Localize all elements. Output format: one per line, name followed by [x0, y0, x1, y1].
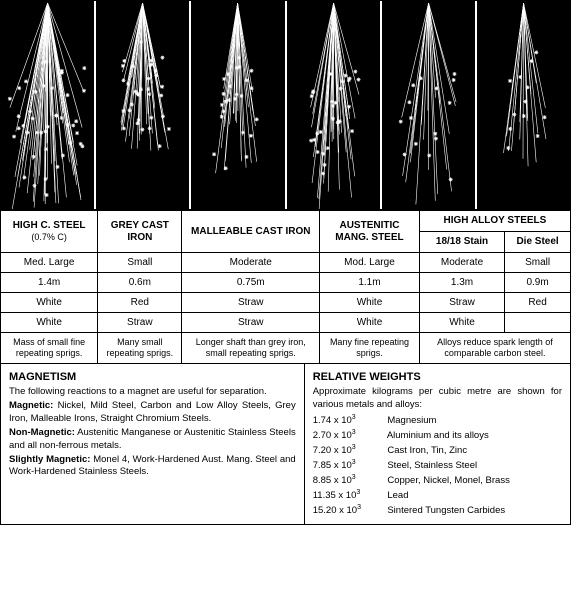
col-header: GREY CAST IRON: [98, 211, 182, 253]
table-cell-desc: Alloys reduce spark length of comparable…: [419, 333, 570, 364]
table-cell: White: [320, 313, 420, 333]
spark-patterns-row: [0, 0, 571, 210]
table-row: WhiteRedStrawWhiteStrawRed: [1, 293, 571, 313]
spark-data-table: HIGH C. STEEL(0.7% C)GREY CAST IRONMALLE…: [0, 210, 571, 364]
spark-pattern-0: [1, 1, 96, 209]
relative-weight-item: 1.74 x 103 Magnesium: [313, 413, 562, 428]
table-cell: Red: [98, 293, 182, 313]
table-cell: 0.6m: [98, 273, 182, 293]
table-cell: 0.75m: [182, 273, 320, 293]
table-cell: White: [320, 293, 420, 313]
magnetism-intro: The following reactions to a magnet are …: [9, 386, 296, 399]
magnetism-item: Slightly Magnetic: Monel 4, Work-Hardene…: [9, 454, 296, 480]
table-row: WhiteStrawStrawWhiteWhite: [1, 313, 571, 333]
table-cell: Red: [505, 293, 571, 313]
table-cell-desc: Longer shaft than grey iron, small repea…: [182, 333, 320, 364]
table-row-desc: Mass of small fine repeating sprigs.Many…: [1, 333, 571, 364]
magnetism-panel: MAGNETISM The following reactions to a m…: [1, 364, 305, 524]
table-cell-desc: Many fine repeating sprigs.: [320, 333, 420, 364]
table-cell-desc: Mass of small fine repeating sprigs.: [1, 333, 98, 364]
table-cell: Mod. Large: [320, 253, 420, 273]
relative-weight-item: 7.20 x 103 Cast Iron, Tin, Zinc: [313, 443, 562, 458]
table-row: Med. LargeSmallModerateMod. LargeModerat…: [1, 253, 571, 273]
table-cell-desc: Many small repeating sprigs.: [98, 333, 182, 364]
table-cell: 1.1m: [320, 273, 420, 293]
magnetism-title: MAGNETISM: [9, 370, 296, 385]
table-cell: Straw: [182, 293, 320, 313]
table-row: 1.4m0.6m0.75m1.1m1.3m0.9m: [1, 273, 571, 293]
magnetism-item: Non-Magnetic: Austenitic Manganese or Au…: [9, 427, 296, 453]
relative-weights-intro: Approximate kilograms per cubic metre ar…: [313, 386, 562, 412]
relative-weight-item: 2.70 x 103 Aluminium and its alloys: [313, 428, 562, 443]
table-cell: 0.9m: [505, 273, 571, 293]
info-row: MAGNETISM The following reactions to a m…: [0, 364, 571, 525]
table-cell: [505, 313, 571, 333]
magnetism-item: Magnetic: Nickel, Mild Steel, Carbon and…: [9, 400, 296, 426]
col-header: AUSTENITIC MANG. STEEL: [320, 211, 420, 253]
table-cell: 1.3m: [419, 273, 504, 293]
table-cell: White: [1, 313, 98, 333]
table-cell: Straw: [419, 293, 504, 313]
spark-pattern-4: [382, 1, 477, 209]
spark-pattern-3: [287, 1, 382, 209]
table-cell: Straw: [98, 313, 182, 333]
col-header: HIGH C. STEEL(0.7% C): [1, 211, 98, 253]
relative-weight-item: 8.85 x 103 Copper, Nickel, Monel, Brass: [313, 473, 562, 488]
table-cell: Straw: [182, 313, 320, 333]
table-cell: Small: [505, 253, 571, 273]
relative-weights-title: RELATIVE WEIGHTS: [313, 370, 562, 385]
relative-weights-panel: RELATIVE WEIGHTS Approximate kilograms p…: [305, 364, 570, 524]
spark-pattern-5: [477, 1, 570, 209]
col-header: MALLEABLE CAST IRON: [182, 211, 320, 253]
col-header-group: HIGH ALLOY STEELS: [419, 211, 570, 232]
col-subheader: 18/18 Stain: [419, 232, 504, 253]
table-cell: White: [419, 313, 504, 333]
table-cell: 1.4m: [1, 273, 98, 293]
spark-pattern-2: [191, 1, 286, 209]
table-cell: Moderate: [182, 253, 320, 273]
table-cell: Small: [98, 253, 182, 273]
relative-weight-item: 11.35 x 103 Lead: [313, 488, 562, 503]
table-cell: Med. Large: [1, 253, 98, 273]
relative-weight-item: 15.20 x 103 Sintered Tungsten Carbides: [313, 503, 562, 518]
col-subheader: Die Steel: [505, 232, 571, 253]
table-cell: Moderate: [419, 253, 504, 273]
relative-weight-item: 7.85 x 103 Steel, Stainless Steel: [313, 458, 562, 473]
table-cell: White: [1, 293, 98, 313]
spark-pattern-1: [96, 1, 191, 209]
